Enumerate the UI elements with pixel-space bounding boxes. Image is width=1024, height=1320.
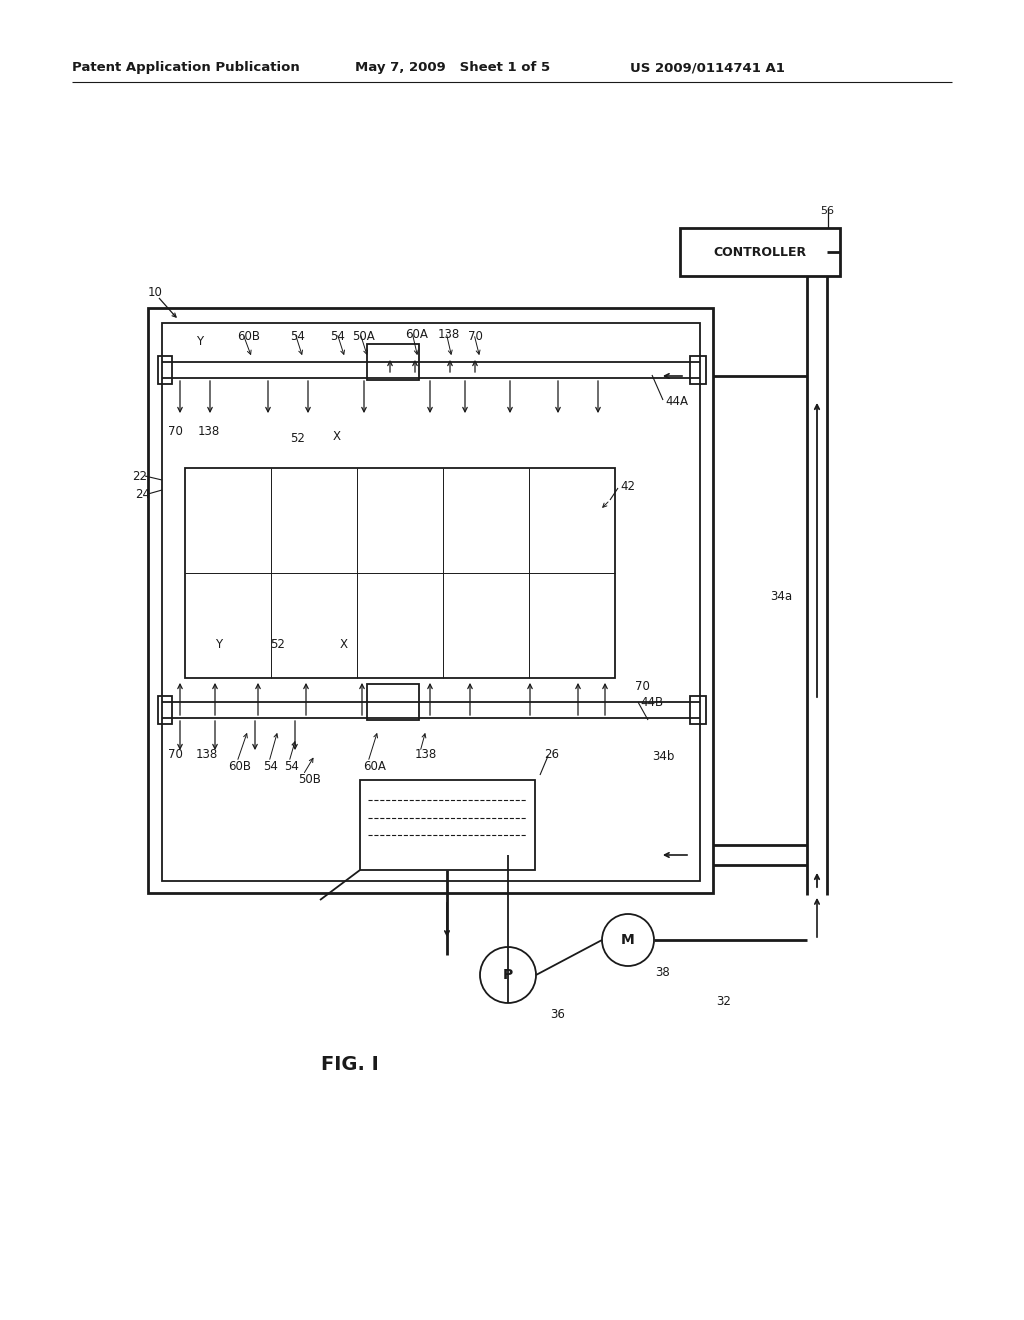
Bar [680,228,840,276]
Text: 26: 26 [544,748,559,762]
Bar [185,469,615,678]
Text: 52: 52 [290,432,305,445]
Text: 22: 22 [132,470,147,483]
Bar [690,696,706,723]
Text: US 2009/0114741 A1: US 2009/0114741 A1 [630,62,784,74]
Bar [148,308,713,894]
Text: 138: 138 [196,748,218,762]
Text: 34b: 34b [652,750,675,763]
Text: 60A: 60A [362,760,386,774]
Bar [368,684,420,719]
Text: 50B: 50B [298,774,321,785]
Text: CONTROLLER: CONTROLLER [714,246,807,259]
Bar [360,780,535,870]
Text: 44B: 44B [640,696,664,709]
Text: 24: 24 [135,488,150,502]
Text: FIG. I: FIG. I [322,1055,379,1074]
Text: Y: Y [215,638,222,651]
Text: 54: 54 [263,760,278,774]
Text: 34a: 34a [770,590,793,603]
Bar [690,356,706,384]
Text: 52: 52 [270,638,285,651]
Text: 54: 54 [290,330,305,343]
Text: P: P [503,968,513,982]
Text: 60B: 60B [237,330,260,343]
Bar [158,696,172,723]
Text: May 7, 2009   Sheet 1 of 5: May 7, 2009 Sheet 1 of 5 [355,62,550,74]
Text: 56: 56 [820,206,834,216]
Text: 138: 138 [415,748,437,762]
Text: 60A: 60A [406,327,428,341]
Text: Patent Application Publication: Patent Application Publication [72,62,300,74]
Text: X: X [333,430,341,444]
Text: M: M [622,933,635,946]
Text: 42: 42 [620,480,635,492]
Text: 70: 70 [468,330,483,343]
Text: 38: 38 [655,966,670,979]
Text: 138: 138 [198,425,220,438]
Text: 54: 54 [284,760,299,774]
Text: 54: 54 [330,330,345,343]
Bar [368,345,420,380]
Text: 138: 138 [438,327,460,341]
Text: 32: 32 [716,995,731,1008]
Text: 10: 10 [148,286,163,300]
Text: 50A: 50A [352,330,375,343]
Bar [158,356,172,384]
Text: 36: 36 [550,1008,565,1020]
Text: 60B: 60B [228,760,251,774]
Text: 70: 70 [635,680,650,693]
Text: Y: Y [196,335,203,348]
Bar [162,323,700,880]
Text: 44A: 44A [665,395,688,408]
Text: 70: 70 [168,748,183,762]
Text: X: X [340,638,348,651]
Text: 70: 70 [168,425,183,438]
